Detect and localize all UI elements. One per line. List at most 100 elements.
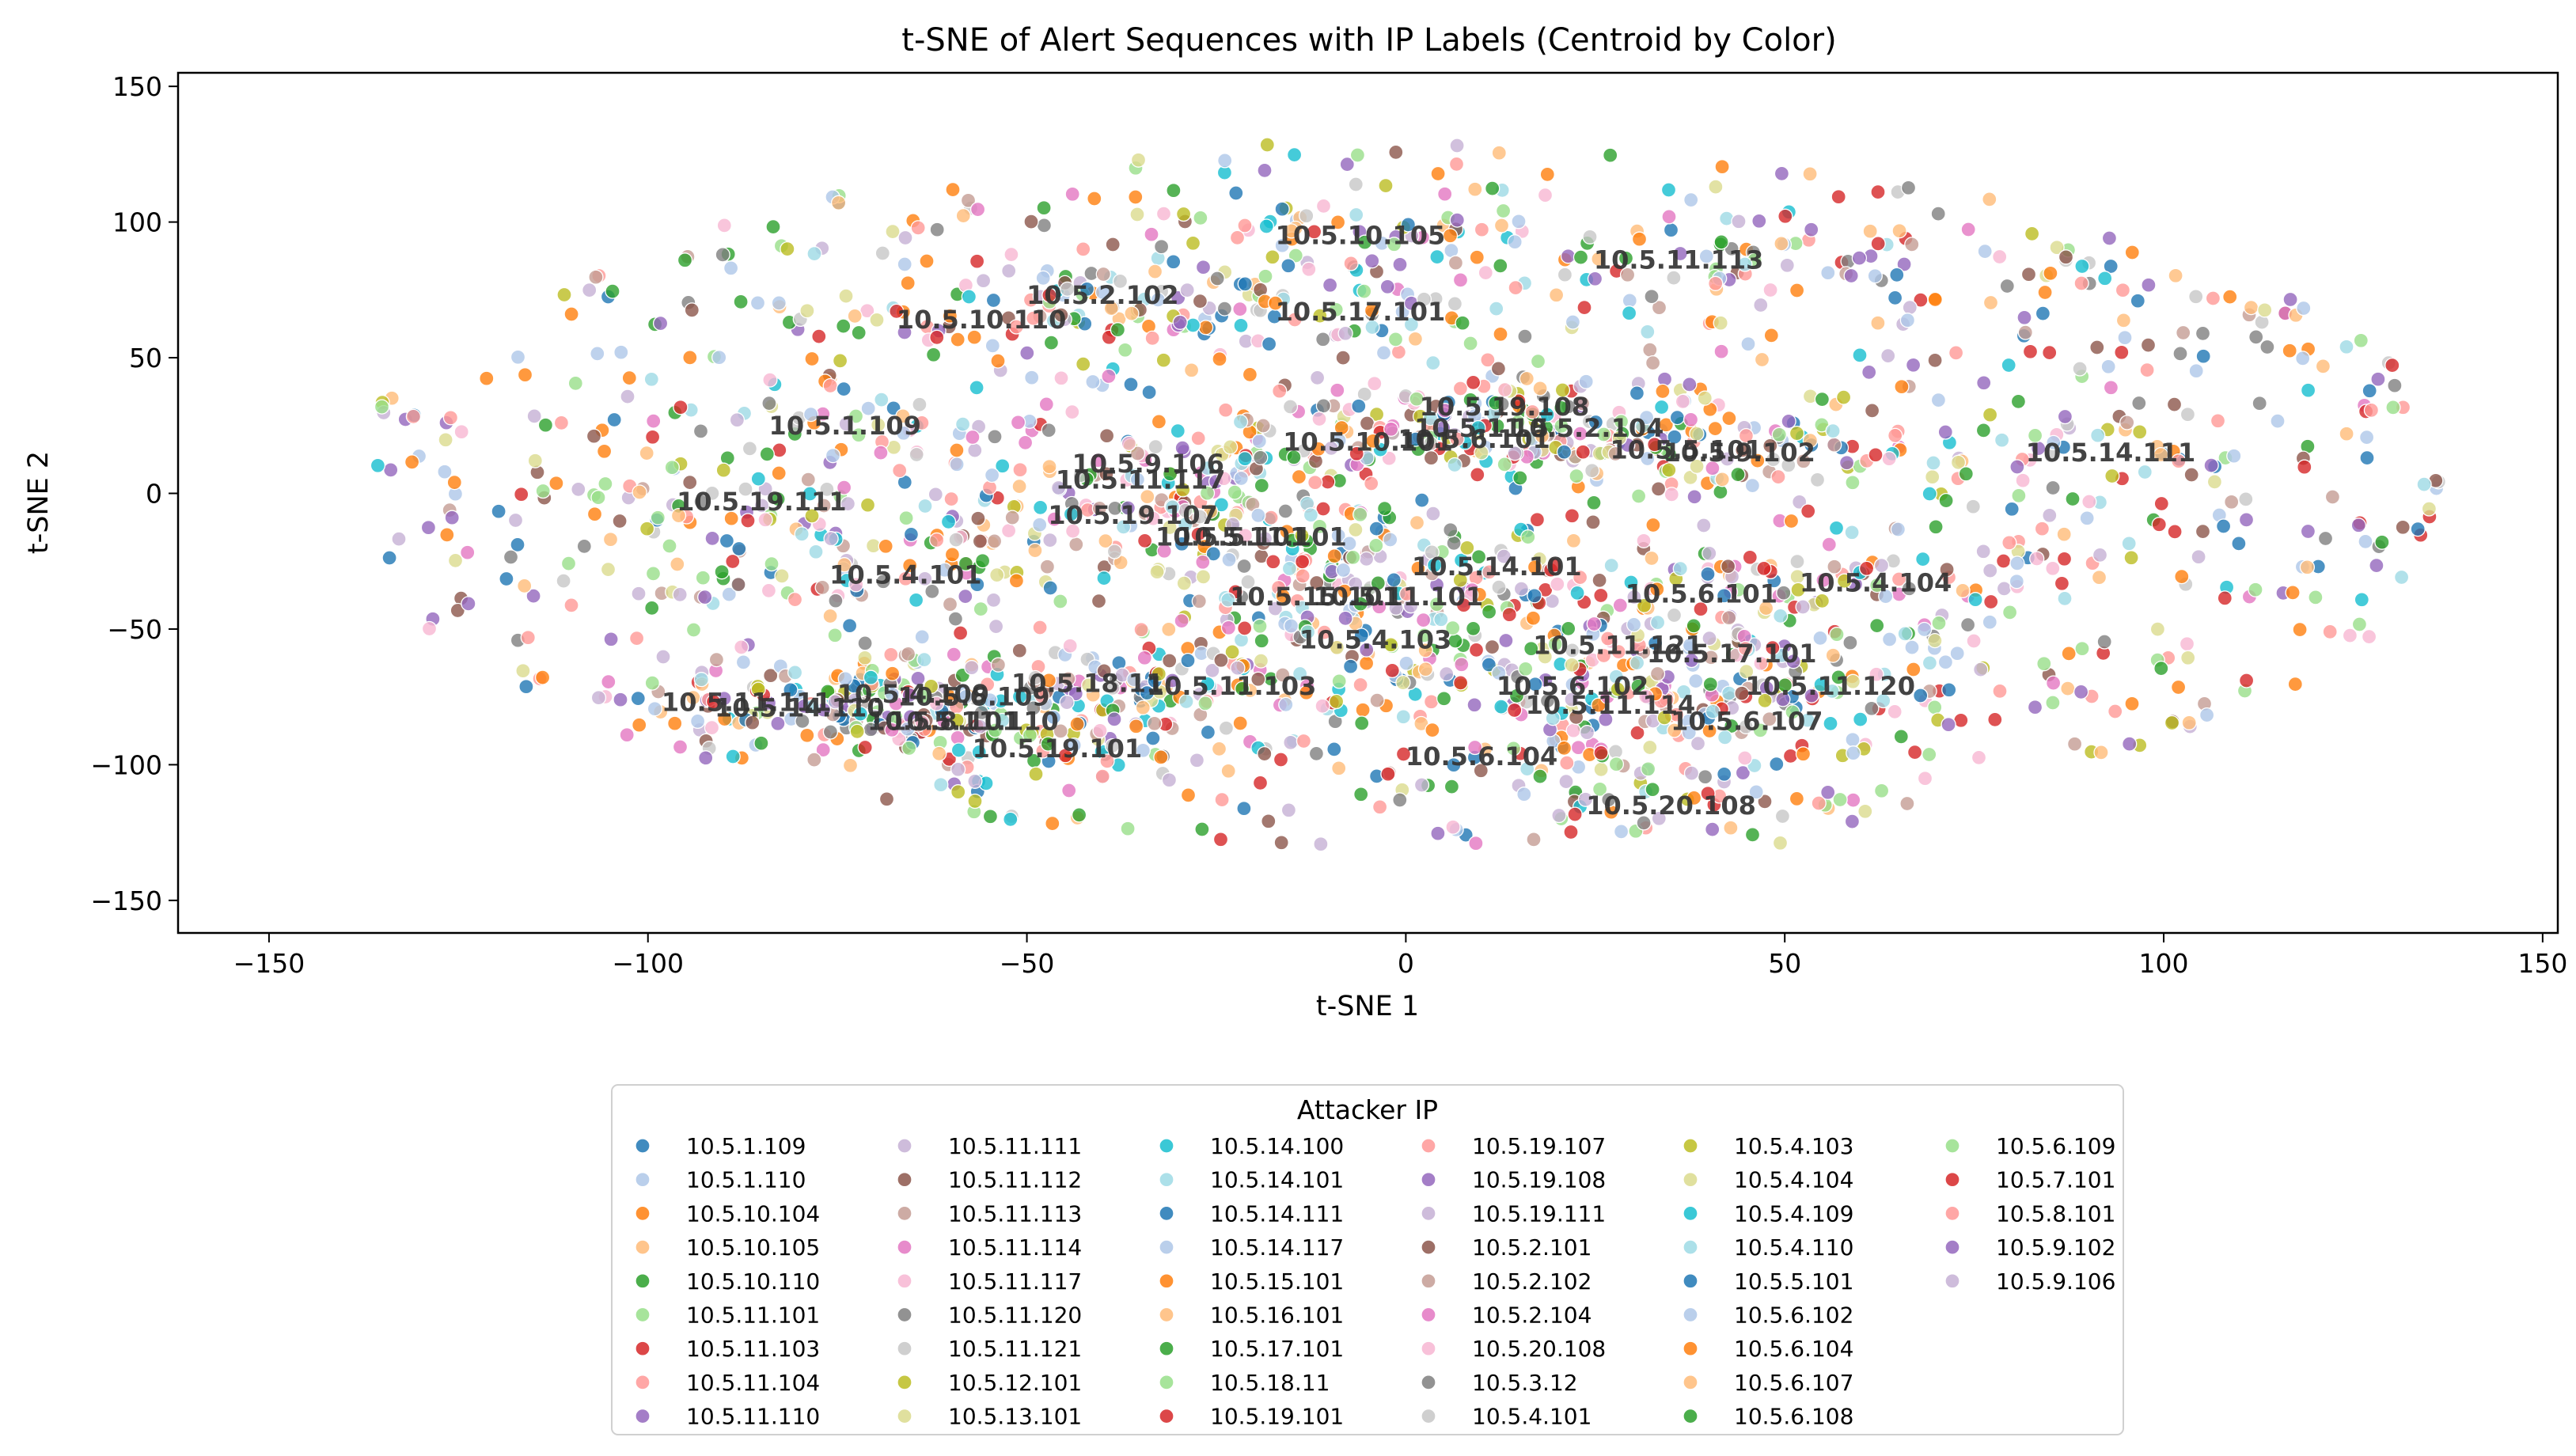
chart-title: t-SNE of Alert Sequences with IP Labels … [901,22,1836,59]
scatter-point [1804,222,1819,237]
scatter-point [1640,761,1656,777]
scatter-point [1789,553,1805,570]
scatter-point [1505,741,1522,756]
legend-label: 10.5.4.109 [1734,1200,1853,1227]
centroid-label: 10.5.4.104 [1800,568,1952,598]
scatter-point [1443,522,1459,538]
scatter-point [1452,381,1469,396]
scatter-point [1779,257,1795,273]
scatter-point [1930,392,1947,408]
scatter-point [1195,260,1212,275]
scatter-point [1174,440,1190,456]
scatter-point [1493,218,1510,233]
scatter-point [1966,633,1982,649]
scatter-point [1996,581,2013,597]
legend-label: 10.5.14.101 [1210,1167,1344,1193]
scatter-point [723,260,739,276]
scatter-point [2181,715,2197,730]
scatter-point [1906,662,1922,677]
scatter-point [1161,772,1178,788]
scatter-point [1286,449,1302,465]
scatter-point [2022,343,2039,359]
scatter-point [910,670,926,687]
scatter-point [984,467,1000,483]
scatter-point [1076,241,1091,257]
scatter-point [1869,577,1885,593]
scatter-point [553,415,570,431]
scatter-point [1229,229,1246,246]
scatter-point [949,457,965,472]
centroid-label: 10.5.19.108 [1420,392,1590,422]
scatter-point [1868,447,1884,463]
scatter-point [1561,620,1576,637]
scatter-point [715,462,731,478]
legend-label: 10.5.4.110 [1734,1234,1853,1261]
centroid-label: 10.5.11.101 [1314,582,1484,612]
scatter-point [972,533,988,549]
centroid-label: 10.5.4.109 [837,679,989,709]
scatter-point [1518,661,1534,677]
scatter-point [1349,147,1366,163]
scatter-point [838,288,854,304]
scatter-point [567,375,583,392]
scatter-point [1534,428,1550,444]
scatter-point [704,485,720,502]
scatter-point [1636,597,1652,613]
scatter-point [1252,618,1268,634]
scatter-point [1337,610,1353,627]
legend-label: 10.5.11.113 [948,1200,1082,1227]
scatter-point [1721,610,1737,626]
scatter-point [828,593,844,609]
scatter-point [1827,559,1842,574]
scatter-point [1306,224,1322,240]
scatter-point [730,577,746,593]
scatter-point [1351,398,1367,414]
scatter-point [1846,792,1861,808]
scatter-point [1842,635,1858,650]
scatter-point [851,324,867,341]
scatter-point [1153,239,1170,255]
scatter-point [1398,586,1415,602]
scatter-point [1697,769,1713,785]
legend-marker [897,1138,912,1154]
scatter-point [1651,300,1667,316]
scatter-point [1413,777,1430,793]
legend-marker [1944,1239,1960,1255]
scatter-point [1574,396,1591,411]
scatter-point [1480,352,1496,368]
scatter-point [2001,605,2018,620]
scatter-point [763,668,779,684]
scatter-point [1356,234,1373,250]
scatter-point [705,694,722,710]
scatter-point [1565,722,1581,738]
scatter-point [600,561,616,578]
scatter-point [1072,468,1088,483]
scatter-point [1873,783,1890,798]
scatter-point [673,400,689,415]
scatter-point [1982,563,1998,578]
legend-marker [1683,1205,1698,1222]
scatter-point [1667,429,1683,445]
scatter-point [628,630,645,646]
scatter-point [1469,249,1485,265]
scatter-point [697,589,713,605]
scatter-point [1059,694,1075,711]
scatter-point [1917,771,1933,787]
scatter-point [1507,234,1523,250]
scatter-point [2359,449,2375,466]
scatter-point [1380,766,1396,782]
scatter-point [1145,510,1161,526]
scatter-point [1233,470,1249,487]
scatter-point [1906,744,1923,760]
scatter-point [2072,361,2088,377]
legend-marker [635,1374,651,1390]
scatter-point [1011,688,1028,704]
scatter-point [1820,265,1836,281]
scatter-point [1227,484,1242,500]
scatter-point [916,651,932,668]
scatter-point [1257,531,1273,547]
scatter-point [1326,548,1342,564]
scatter-point [1858,560,1875,577]
scatter-point [1000,522,1017,539]
scatter-point [1155,206,1172,222]
